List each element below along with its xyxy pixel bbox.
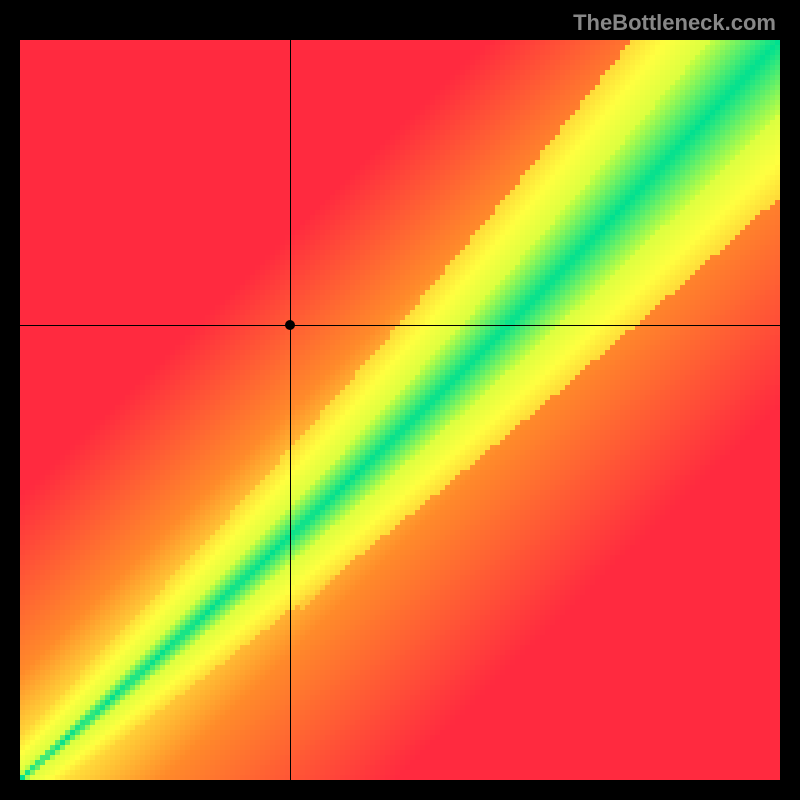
marker-dot: [285, 320, 295, 330]
crosshair-vertical: [290, 40, 291, 780]
plot-area: [20, 40, 780, 780]
heatmap-canvas: [20, 40, 780, 780]
crosshair-horizontal: [20, 325, 780, 326]
chart-container: TheBottleneck.com: [0, 0, 800, 800]
watermark-text: TheBottleneck.com: [573, 10, 776, 36]
